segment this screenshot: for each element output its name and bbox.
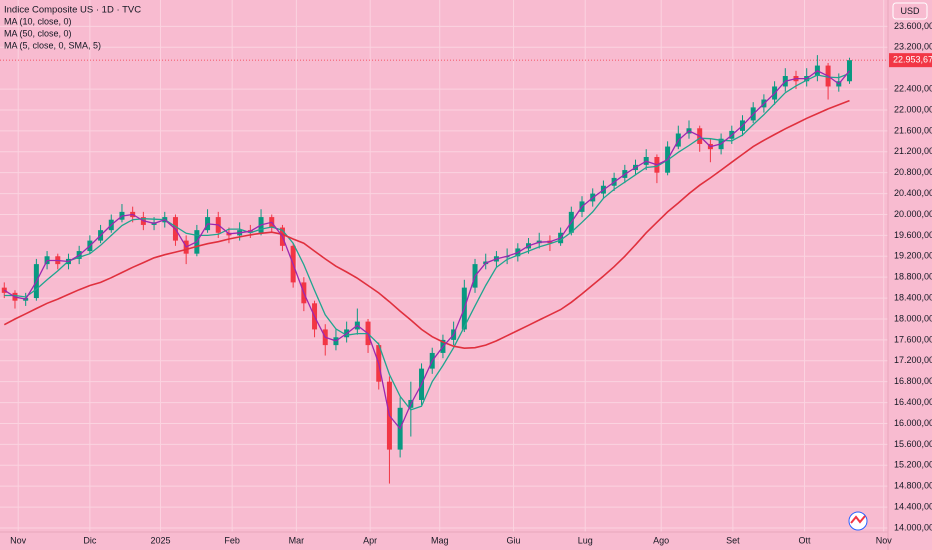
x-tick-label: Mar <box>289 535 305 545</box>
y-tick-label: 15.600,00 <box>894 439 932 449</box>
marks <box>0 55 888 484</box>
ma-line <box>4 72 850 411</box>
logo[interactable] <box>848 511 868 531</box>
y-tick-label: 14.000,00 <box>894 522 932 532</box>
y-tick-label: 18.000,00 <box>894 313 932 323</box>
legend-entry: MA (50, close, 0) <box>4 28 72 38</box>
y-tick-label: 20.400,00 <box>894 188 932 198</box>
y-tick-label: 16.800,00 <box>894 376 932 386</box>
legend-entry: MA (5, close, 0, SMA, 5) <box>4 40 101 50</box>
x-tick-label: Set <box>726 535 740 545</box>
x-tick-label: Nov <box>876 535 893 545</box>
y-tick-label: 21.600,00 <box>894 125 932 135</box>
x-tick-label: Feb <box>224 535 240 545</box>
y-tick-label: 20.000,00 <box>894 209 932 219</box>
candle-body <box>846 60 852 82</box>
last-price-label: 22.953,67 <box>893 55 932 65</box>
x-tick-label: Ott <box>799 535 812 545</box>
y-tick-label: 18.800,00 <box>894 272 932 282</box>
last-price-box <box>889 53 932 68</box>
logo-glyph <box>850 515 866 524</box>
y-tick-label: 14.800,00 <box>894 481 932 491</box>
ma-line <box>3 70 851 430</box>
y-tick-label: 22.400,00 <box>894 83 932 93</box>
y-tick-label: 19.200,00 <box>894 251 932 261</box>
ma-line <box>3 99 850 350</box>
x-tick-label: Lug <box>578 535 593 545</box>
x-tick-label: Apr <box>363 535 377 545</box>
y-tick-label: 16.400,00 <box>894 397 932 407</box>
y-tick-label: 23.200,00 <box>894 42 932 52</box>
y-tick-label: 17.200,00 <box>894 355 932 365</box>
legend-entry: MA (10, close, 0) <box>4 16 72 26</box>
y-tick-label: 17.600,00 <box>894 334 932 344</box>
currency: USD <box>900 6 920 16</box>
y-tick-label: 15.200,00 <box>894 460 932 470</box>
y-tick-label: 20.800,00 <box>894 167 932 177</box>
y-tick-label: 22.000,00 <box>894 104 932 114</box>
y-tick-label: 16.000,00 <box>894 418 932 428</box>
y-tick-label: 14.400,00 <box>894 501 932 511</box>
x-tick-label: Nov <box>10 535 27 545</box>
x-tick-label: Giu <box>507 535 521 545</box>
y-tick-label: 21.200,00 <box>894 146 932 156</box>
y-tick-label: 18.400,00 <box>894 292 932 302</box>
y-tick-label: 19.600,00 <box>894 230 932 240</box>
labels: 14.000,00 14.400,00 14.800,00 15.200,00 15.6… <box>4 16 932 545</box>
y-tick-label: 23.600,00 <box>894 21 932 31</box>
currency-box[interactable] <box>892 2 928 20</box>
grid <box>0 0 888 532</box>
x-tick-label: Dic <box>83 535 96 545</box>
chart-title: Indice Composite US · 1D · TVC <box>4 5 141 16</box>
x-tick-label: Mag <box>431 535 449 545</box>
x-tick-label: Ago <box>653 535 669 545</box>
x-tick-label: 2025 <box>150 535 170 545</box>
